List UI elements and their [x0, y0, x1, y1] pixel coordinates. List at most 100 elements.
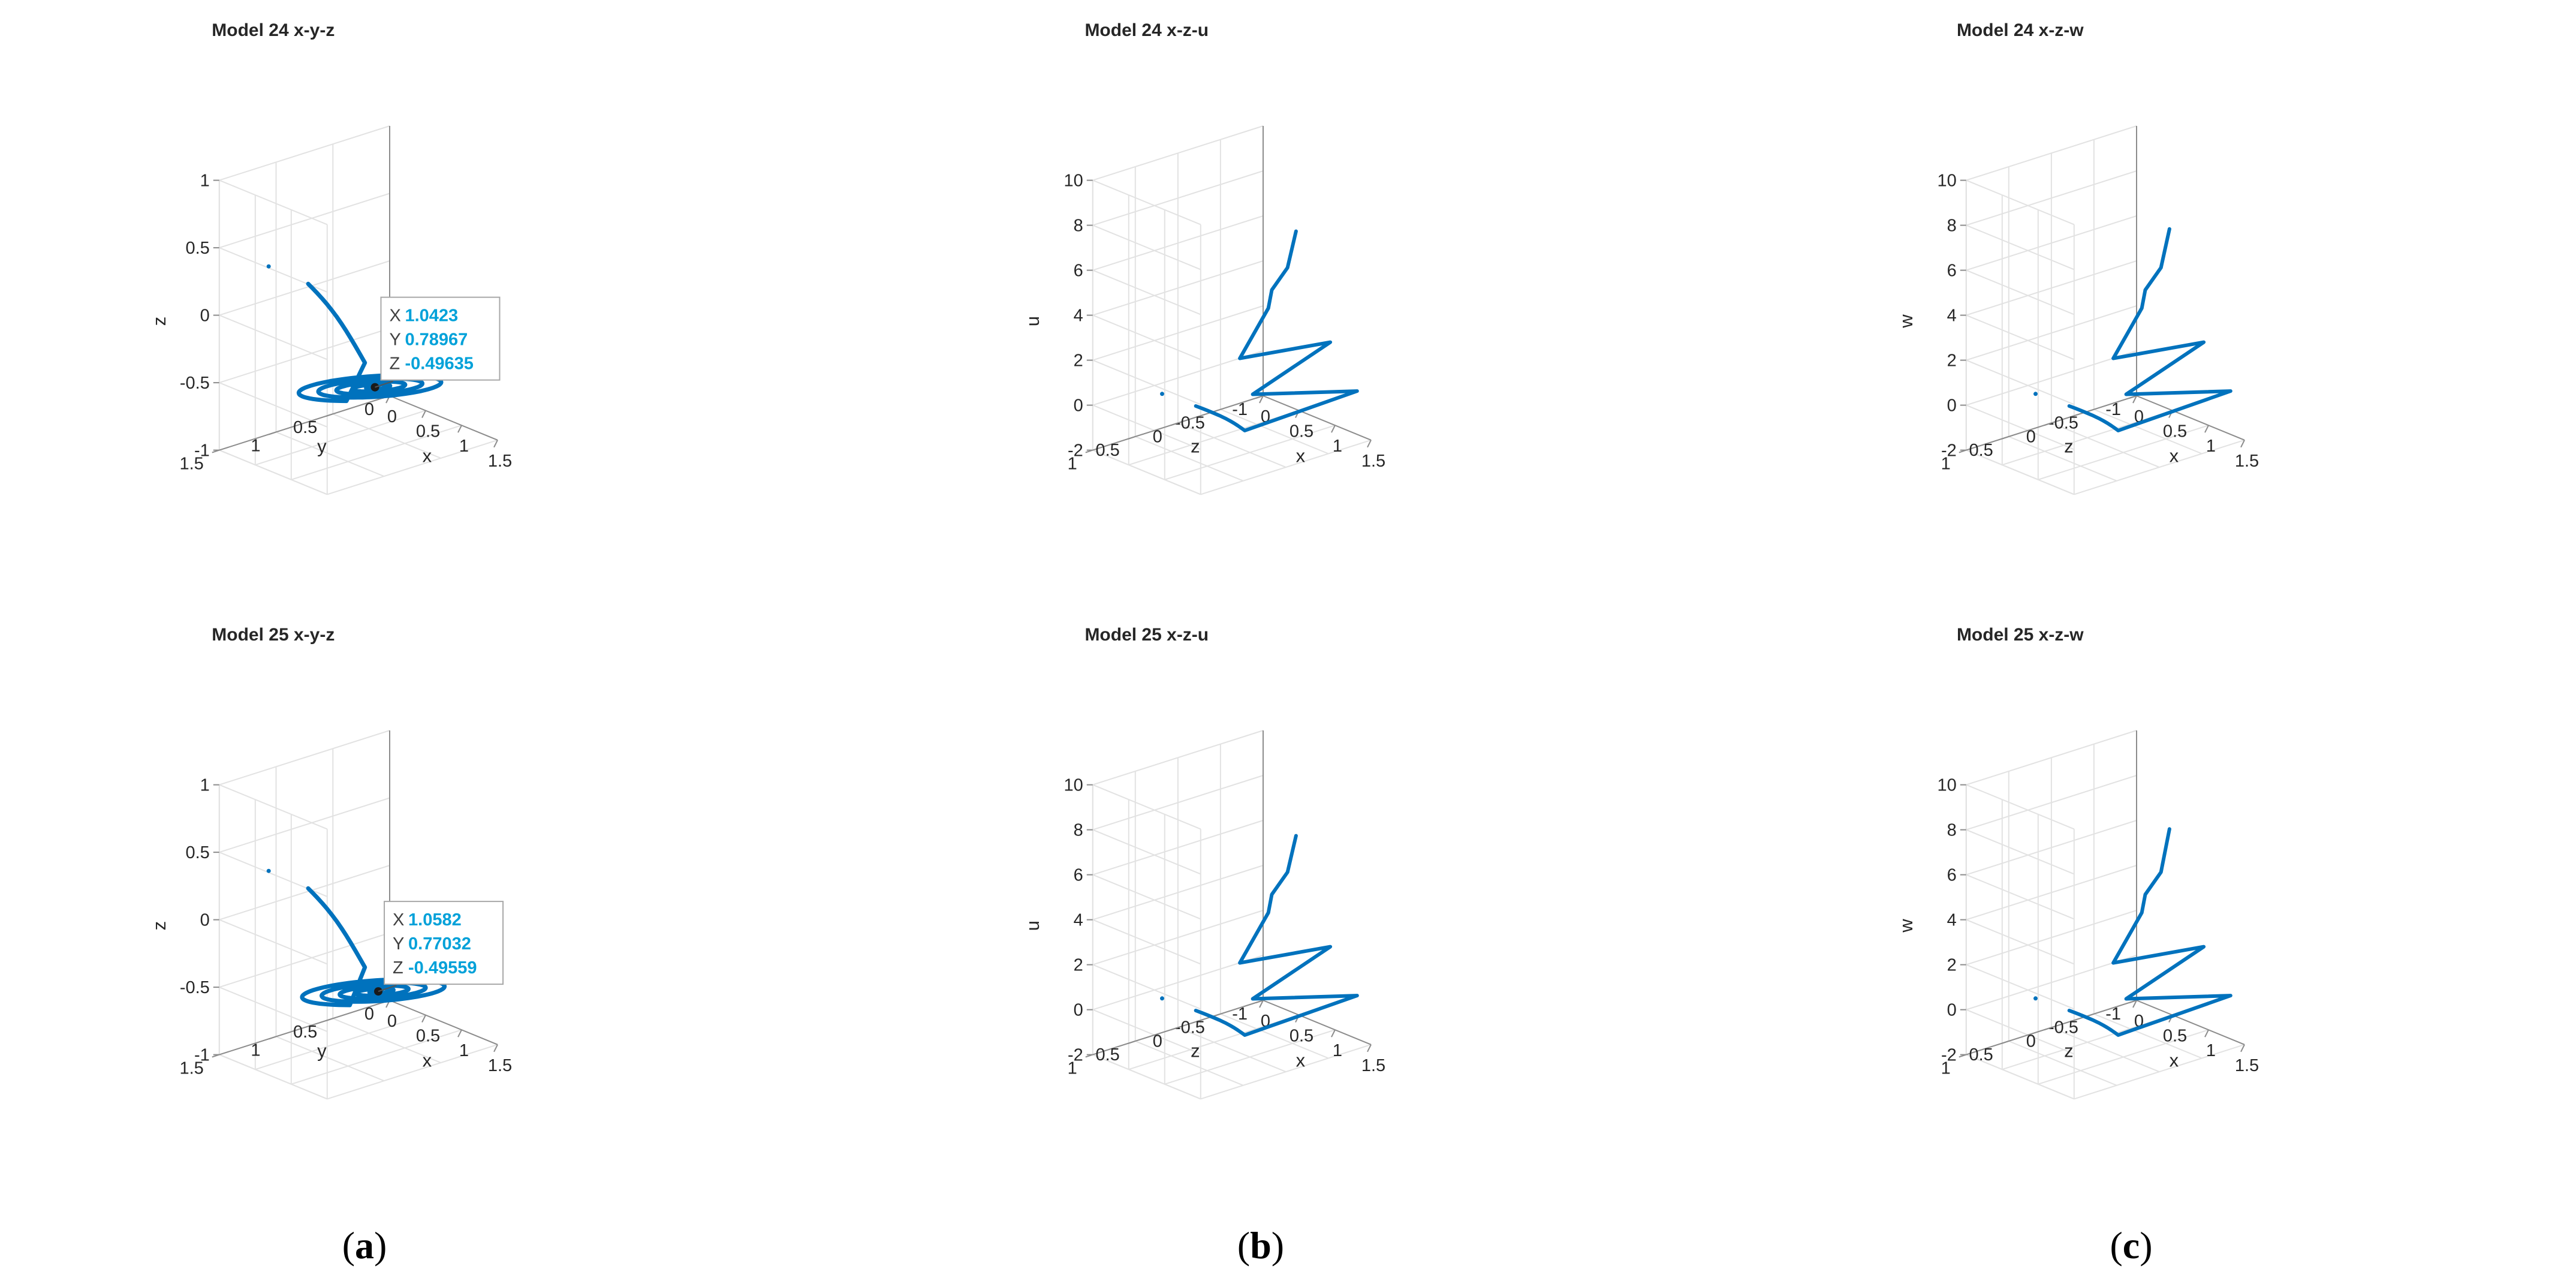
z-tick-label: 4	[1074, 911, 1083, 930]
trajectory-point	[1160, 392, 1164, 396]
x-tick-label: 0.5	[1289, 1027, 1313, 1046]
datatip-box	[380, 296, 501, 381]
grid-line	[276, 431, 384, 477]
grid-line	[1966, 359, 2075, 405]
grid-line	[1092, 170, 1264, 226]
z-tick-label: -2	[1941, 441, 1957, 461]
x-tick-label: 1	[459, 1041, 469, 1060]
y-tick-label: 1.5	[179, 455, 203, 474]
grid-line	[1220, 1013, 1329, 1059]
x-axis-label: x	[1296, 446, 1306, 467]
grid-line	[1092, 784, 1201, 830]
datatip-value: 0.77032	[408, 934, 471, 954]
y-tick	[325, 1018, 333, 1022]
x-tick-label: 1.5	[2235, 452, 2259, 471]
z-tick-label: 2	[1074, 351, 1083, 371]
y-tick-label: 0.5	[1969, 1045, 1993, 1065]
y-tick-label: 0.5	[293, 1023, 317, 1042]
z-tick-label: 0	[200, 306, 210, 326]
z-tick-label: 8	[1074, 821, 1083, 840]
z-axis-label: w	[1896, 314, 1917, 329]
grid-line	[1966, 955, 2137, 1011]
y-tick	[2001, 436, 2009, 440]
z-tick-label: -1	[194, 1046, 210, 1065]
grid-line	[2051, 422, 2160, 468]
x-tick	[1367, 1044, 1372, 1053]
trajectory-line	[296, 281, 444, 404]
y-tick	[1213, 1013, 1221, 1017]
y-tick-label: 0	[364, 400, 374, 419]
datatip-key: Z	[389, 354, 400, 374]
y-axis-label: y	[317, 436, 327, 457]
x-tick-label: 1.5	[1361, 1056, 1385, 1075]
grid-line	[1092, 775, 1264, 831]
trajectory-series	[2033, 827, 2232, 1037]
z-tick-label: 8	[1947, 216, 1957, 236]
subplot-title: Model 25 x-y-z	[212, 625, 335, 645]
trajectory-line	[1194, 229, 1359, 432]
subplot-grid: Model 24 x-y-z00.511.5x00.511.5y-1-0.500…	[149, 20, 2259, 1100]
y-tick	[269, 431, 276, 435]
x-tick-label: 1.5	[1361, 452, 1385, 471]
grid-line	[219, 932, 390, 988]
x-tick-label: 0.5	[1289, 422, 1313, 441]
grid-line	[219, 382, 328, 428]
z-tick-label: 6	[1074, 261, 1083, 281]
grid-line	[1092, 179, 1201, 225]
y-tick-label: -0.5	[1175, 414, 1205, 433]
subplot-5: Model 25 x-z-u00.511.5x-1-0.500.51z-2024…	[1022, 625, 1385, 1100]
y-tick-label: -1	[2105, 400, 2121, 419]
datatip-value: 0.78967	[405, 330, 468, 350]
z-tick-label: 4	[1947, 306, 1957, 326]
grid-line	[219, 260, 390, 316]
y-tick-label: 0	[1153, 427, 1162, 446]
grid-line	[1177, 422, 1287, 468]
grid-line	[1092, 224, 1201, 270]
y-tick-label: 1	[251, 436, 260, 455]
grid-line	[1092, 350, 1264, 406]
y-tick-label: 1	[1941, 1059, 1951, 1078]
z-tick-label: 8	[1074, 216, 1083, 236]
x-tick	[2240, 440, 2245, 448]
datatip-value: 1.0582	[408, 910, 462, 930]
grid-line	[2093, 1013, 2203, 1059]
grid-line	[2008, 436, 2117, 482]
x-axis-line	[2136, 395, 2245, 441]
grid-line	[1966, 449, 2075, 495]
grid-line	[1966, 1009, 2075, 1055]
grid-line	[1092, 1009, 1201, 1055]
y-tick	[2044, 1027, 2052, 1031]
x-tick	[457, 425, 462, 433]
grid-line	[1966, 874, 2075, 920]
trajectory-series	[2033, 227, 2232, 432]
subplot-title: Model 24 x-z-u	[1084, 20, 1209, 40]
z-tick-label: -1	[194, 441, 210, 461]
y-tick	[2086, 408, 2095, 413]
datatip-value: -0.49559	[408, 958, 477, 978]
grid-line	[2093, 408, 2203, 455]
x-tick-label: 1.5	[488, 452, 512, 471]
grid-line	[2051, 1027, 2160, 1073]
grid-line	[1092, 449, 1201, 495]
grid-line	[327, 439, 498, 495]
x-tick-label: 0.5	[416, 1027, 440, 1046]
grid-line	[255, 1014, 426, 1071]
y-tick-label: 0	[2026, 427, 2036, 446]
x-tick	[1259, 1000, 1264, 1008]
trajectory-point	[1160, 996, 1164, 1001]
z-tick-label: 10	[1064, 172, 1083, 191]
y-axis-label: y	[317, 1041, 327, 1062]
trajectory-point	[2033, 392, 2038, 396]
subplot-4: Model 25 x-y-z00.511.5x00.511.5y-1-0.500…	[149, 625, 512, 1100]
x-tick	[457, 1029, 462, 1038]
x-tick	[2204, 1029, 2209, 1038]
panel-label-b: (b)	[1237, 1224, 1284, 1267]
y-tick	[1213, 408, 1221, 413]
grid-line	[1092, 359, 1201, 405]
grid-line	[1135, 436, 1244, 482]
z-tick-label: 8	[1947, 821, 1957, 840]
y-tick-label: 0.5	[1095, 1045, 1119, 1065]
z-tick-label: 6	[1074, 866, 1083, 885]
grid-line	[1092, 260, 1264, 316]
